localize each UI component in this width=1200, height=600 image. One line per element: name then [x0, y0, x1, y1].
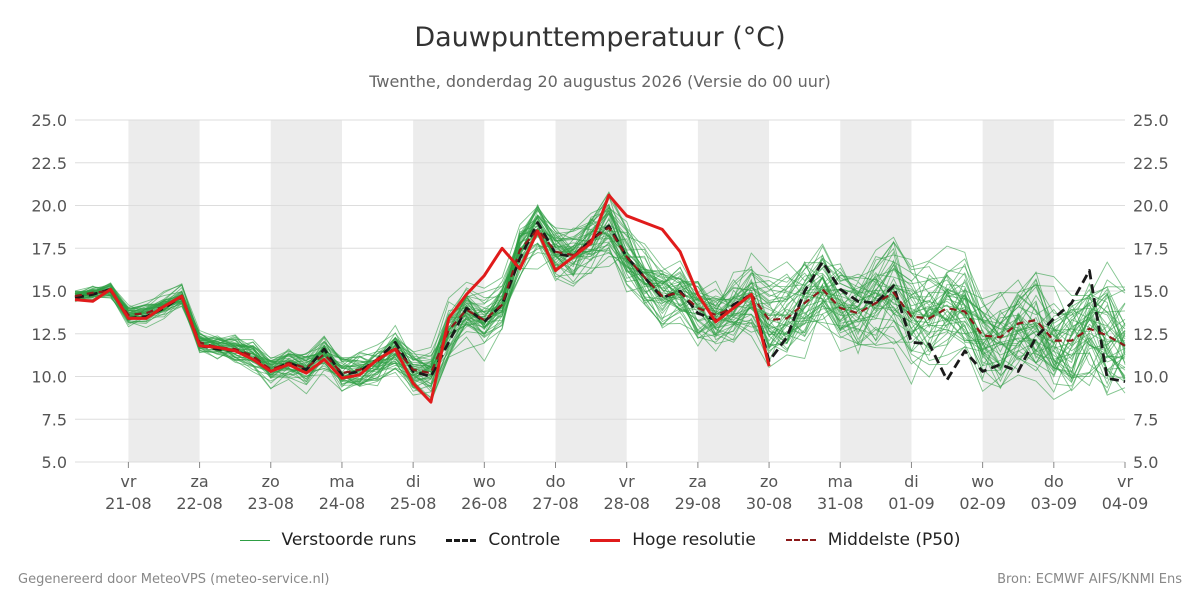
x-tick-date: 25-08 — [390, 494, 437, 513]
legend-label-hires: Hoge resolutie — [632, 530, 756, 550]
x-tick-date: 01-09 — [888, 494, 935, 513]
x-tick-day: di — [406, 472, 421, 491]
legend-swatch-median — [785, 539, 816, 541]
x-tick-date: 29-08 — [675, 494, 722, 513]
x-tick-day: vr — [120, 472, 136, 491]
y-tick-label-right: 12.5 — [1133, 325, 1169, 344]
x-tick-day: vr — [619, 472, 635, 491]
footer-generated-by: Gegenereerd door MeteoVPS (meteo-service… — [18, 572, 330, 587]
x-tick-day: do — [546, 472, 566, 491]
x-tick-date: 22-08 — [176, 494, 223, 513]
x-tick-date: 24-08 — [319, 494, 366, 513]
x-tick-day: zo — [262, 472, 280, 491]
legend-swatch-hires — [590, 538, 621, 542]
x-tick-date: 31-08 — [817, 494, 864, 513]
legend-swatch-control — [446, 538, 477, 542]
x-tick-day: za — [190, 472, 208, 491]
x-tick-day: ma — [828, 472, 853, 491]
ensemble-run-line — [74, 217, 1126, 378]
legend: Verstoorde runs Controle Hoge resolutie … — [0, 530, 1200, 550]
legend-item-ensemble[interactable]: Verstoorde runs — [239, 530, 417, 550]
x-tick-date: 02-09 — [959, 494, 1006, 513]
y-tick-label-right: 7.5 — [1133, 410, 1158, 429]
x-tick-day: zo — [760, 472, 778, 491]
x-tick-date: 26-08 — [461, 494, 508, 513]
ensemble-run-line — [74, 222, 1126, 377]
y-tick-label-left: 20.0 — [31, 197, 67, 216]
x-tick-date: 04-09 — [1102, 494, 1149, 513]
x-tick-day: vr — [1117, 472, 1133, 491]
x-tick-day: ma — [329, 472, 354, 491]
ensemble-run-line — [74, 218, 1126, 381]
x-tick-date: 30-08 — [746, 494, 793, 513]
x-tick-date: 21-08 — [105, 494, 152, 513]
y-tick-label-right: 25.0 — [1133, 111, 1169, 130]
legend-label-control: Controle — [488, 530, 561, 550]
x-tick-date: 23-08 — [248, 494, 295, 513]
x-tick-date: 03-09 — [1031, 494, 1078, 513]
legend-item-hires[interactable]: Hoge resolutie — [590, 530, 756, 550]
y-tick-label-left: 10.0 — [31, 368, 67, 387]
legend-item-median[interactable]: Middelste (P50) — [785, 530, 961, 550]
y-tick-label-right: 10.0 — [1133, 368, 1169, 387]
y-tick-label-right: 17.5 — [1133, 239, 1169, 258]
ensemble-run-line — [74, 203, 1126, 378]
y-tick-label-right: 15.0 — [1133, 282, 1169, 301]
y-tick-label-left: 15.0 — [31, 282, 67, 301]
ensemble-run-line — [74, 242, 1126, 381]
series-line-median — [74, 226, 1126, 375]
y-tick-label-left: 25.0 — [31, 111, 67, 130]
chart-subtitle: Twenthe, donderdag 20 augustus 2026 (Ver… — [369, 72, 831, 91]
legend-label-ensemble: Verstoorde runs — [281, 530, 417, 550]
y-tick-label-left: 5.0 — [42, 453, 67, 472]
x-tick-day: di — [904, 472, 919, 491]
y-tick-label-left: 22.5 — [31, 154, 67, 173]
y-tick-label-right: 20.0 — [1133, 197, 1169, 216]
footer-source: Bron: ECMWF AIFS/KNMI Ens — [997, 572, 1182, 587]
chart-title: Dauwpunttemperatuur (°C) — [414, 22, 786, 53]
ensemble-run-line — [74, 208, 1126, 386]
legend-swatch-ensemble — [239, 539, 270, 541]
x-tick-day: wo — [473, 472, 496, 491]
y-tick-label-left: 7.5 — [42, 410, 67, 429]
y-tick-label-right: 5.0 — [1133, 453, 1158, 472]
y-tick-label-right: 22.5 — [1133, 154, 1169, 173]
series-line-hires — [74, 193, 771, 404]
x-tick-day: za — [689, 472, 707, 491]
x-tick-date: 28-08 — [603, 494, 650, 513]
y-tick-label-left: 12.5 — [31, 325, 67, 344]
ensemble-run-line — [74, 217, 1126, 386]
x-tick-date: 27-08 — [532, 494, 579, 513]
y-tick-label-left: 17.5 — [31, 239, 67, 258]
x-tick-day: do — [1044, 472, 1064, 491]
legend-label-median: Middelste (P50) — [827, 530, 961, 550]
ensemble-run-line — [74, 229, 1126, 392]
ensemble-run-line — [74, 222, 1126, 381]
x-tick-day: wo — [971, 472, 994, 491]
legend-item-control[interactable]: Controle — [446, 530, 560, 550]
ensemble-run-line — [74, 225, 1126, 401]
